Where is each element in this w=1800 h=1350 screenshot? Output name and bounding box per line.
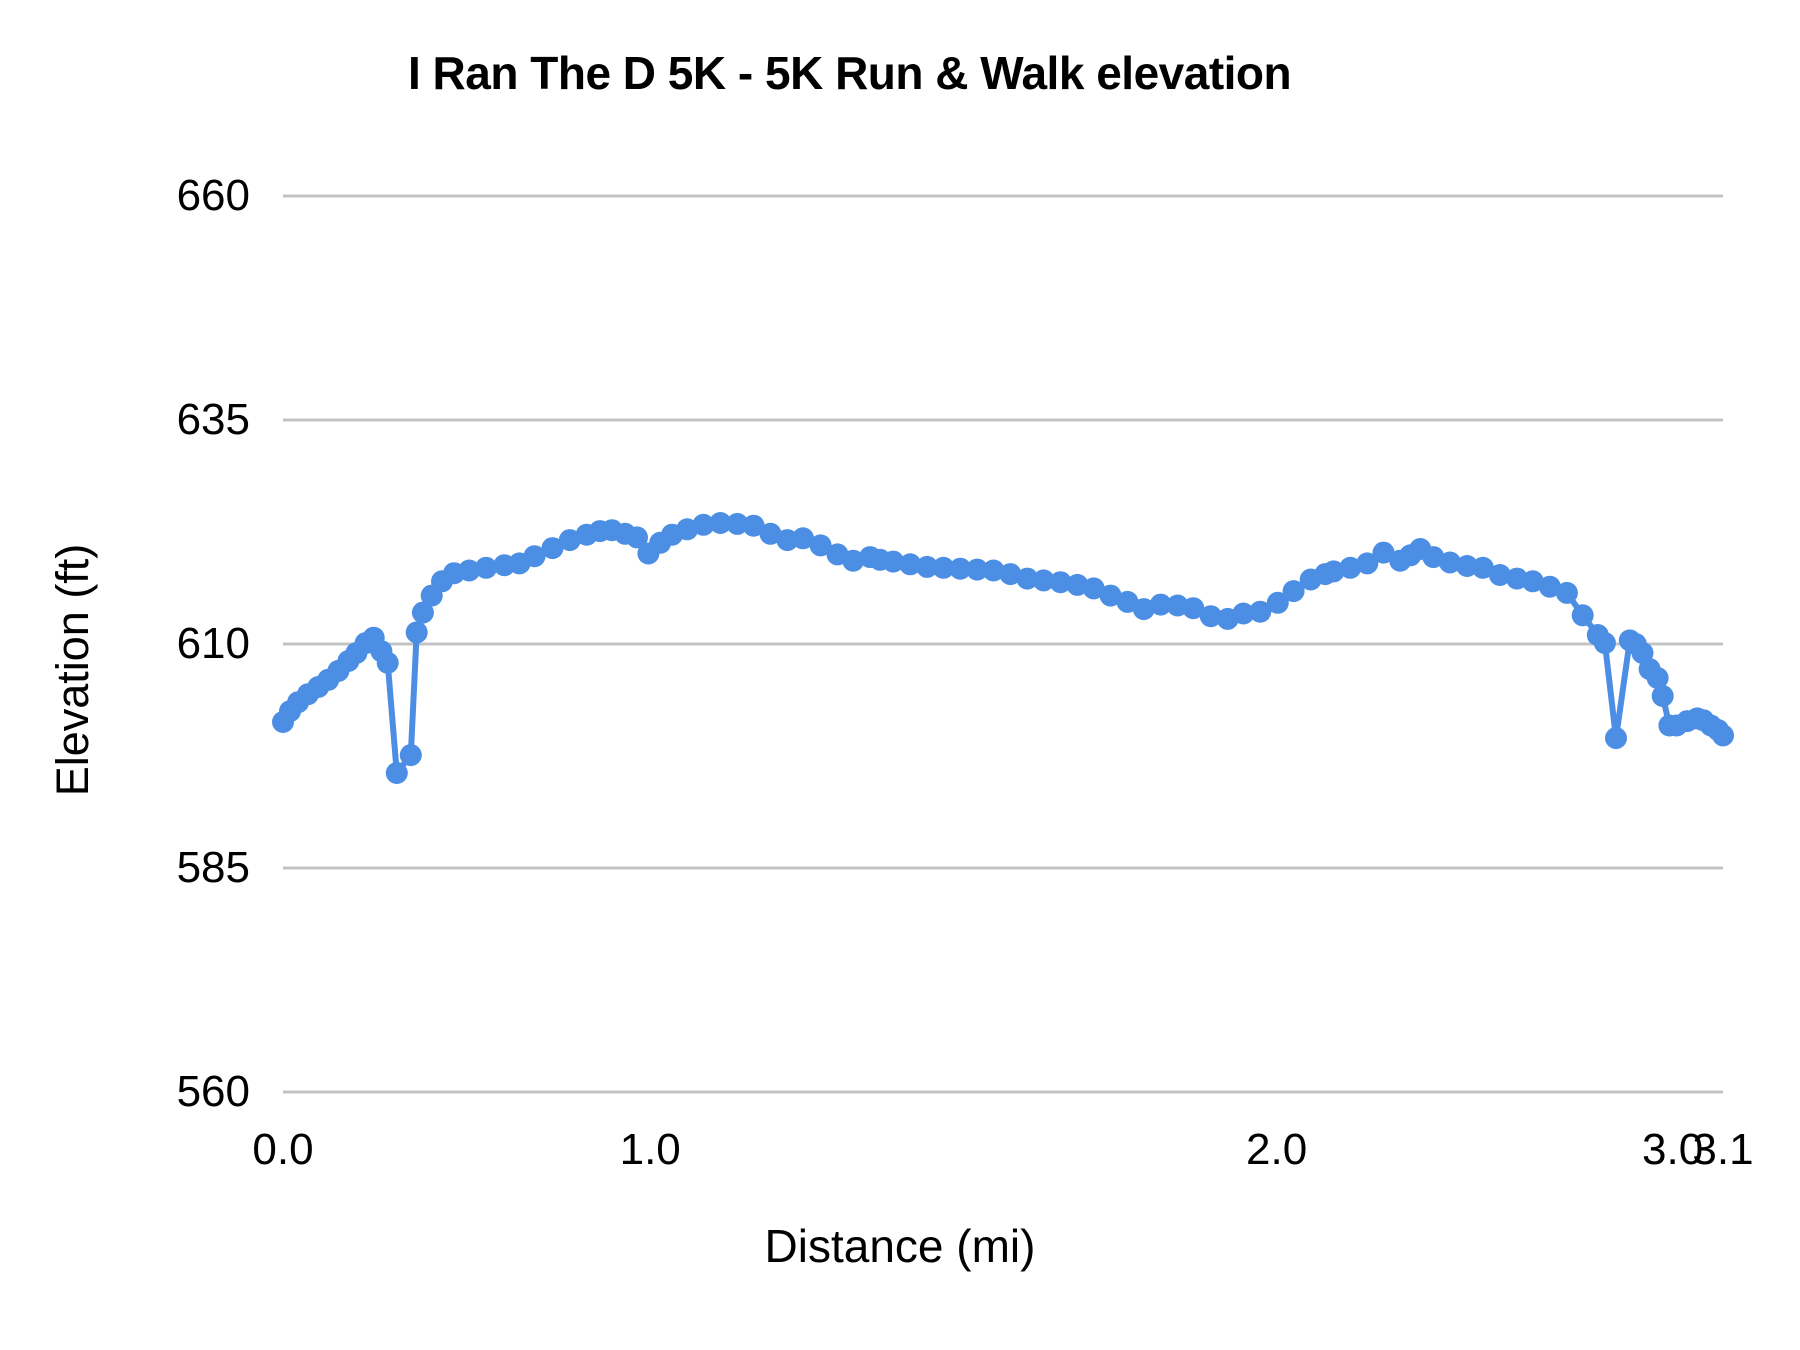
data-point — [742, 514, 765, 537]
data-point — [1322, 560, 1345, 583]
data-point — [1422, 546, 1445, 569]
data-point — [966, 558, 989, 581]
data-point — [558, 529, 581, 552]
y-tick-label: 610 — [176, 619, 250, 668]
data-point — [809, 534, 832, 557]
data-point — [726, 512, 749, 535]
data-point — [458, 559, 481, 582]
data-point — [626, 526, 648, 549]
data-point — [1439, 551, 1461, 574]
data-point — [709, 512, 732, 534]
data-point — [376, 651, 399, 674]
y-tick-label: 660 — [176, 171, 250, 220]
data-point — [999, 563, 1022, 586]
data-point — [1555, 581, 1578, 604]
data-point — [523, 545, 546, 568]
data-point — [399, 744, 422, 767]
data-point — [1646, 667, 1669, 689]
data-point — [475, 556, 498, 579]
data-point — [1521, 570, 1544, 593]
data-point — [1132, 598, 1155, 621]
data-point — [1593, 632, 1616, 655]
x-axis-title: Distance (mi) — [764, 1220, 1036, 1272]
data-point — [1488, 564, 1511, 586]
data-point — [792, 527, 814, 550]
x-tick-label: 0.0 — [252, 1125, 314, 1174]
data-point — [1356, 552, 1379, 575]
data-point — [1372, 541, 1395, 564]
data-point — [949, 557, 972, 580]
data-point — [541, 537, 564, 560]
data-point — [405, 621, 428, 644]
data-point — [1571, 604, 1594, 627]
data-point — [411, 601, 434, 624]
data-point — [1266, 591, 1289, 614]
data-point — [1538, 575, 1561, 598]
data-point — [1471, 556, 1494, 579]
data-point — [916, 555, 939, 578]
x-tick-label: 2.0 — [1246, 1125, 1308, 1174]
data-point — [932, 556, 955, 579]
data-point — [899, 553, 922, 576]
x-tick-label: 3.1 — [1692, 1125, 1754, 1174]
data-point — [1182, 597, 1205, 620]
y-tick-label: 560 — [176, 1067, 250, 1116]
data-point — [1232, 602, 1255, 625]
x-tick-label: 3.0 — [1642, 1125, 1704, 1174]
data-point — [1032, 569, 1055, 592]
data-point — [1149, 593, 1172, 616]
data-point — [1199, 605, 1222, 628]
data-point — [1082, 577, 1105, 600]
data-point — [1339, 556, 1362, 579]
data-point — [1605, 727, 1627, 750]
data-point — [842, 549, 865, 572]
data-point — [1016, 567, 1039, 590]
y-tick-label: 635 — [176, 395, 250, 444]
data-point — [692, 513, 715, 536]
chart-title: I Ran The D 5K - 5K Run & Walk elevation — [408, 47, 1292, 99]
data-point — [1249, 600, 1272, 623]
data-point — [1049, 571, 1072, 594]
x-tick-label: 1.0 — [619, 1125, 681, 1174]
data-point — [1099, 584, 1122, 607]
data-point — [882, 550, 905, 573]
data-point — [1712, 724, 1734, 747]
data-point — [385, 762, 408, 784]
data-point — [759, 522, 782, 545]
data-point — [1282, 580, 1305, 603]
y-tick-label: 585 — [176, 843, 250, 892]
data-point — [982, 559, 1005, 582]
data-point — [1651, 685, 1674, 707]
